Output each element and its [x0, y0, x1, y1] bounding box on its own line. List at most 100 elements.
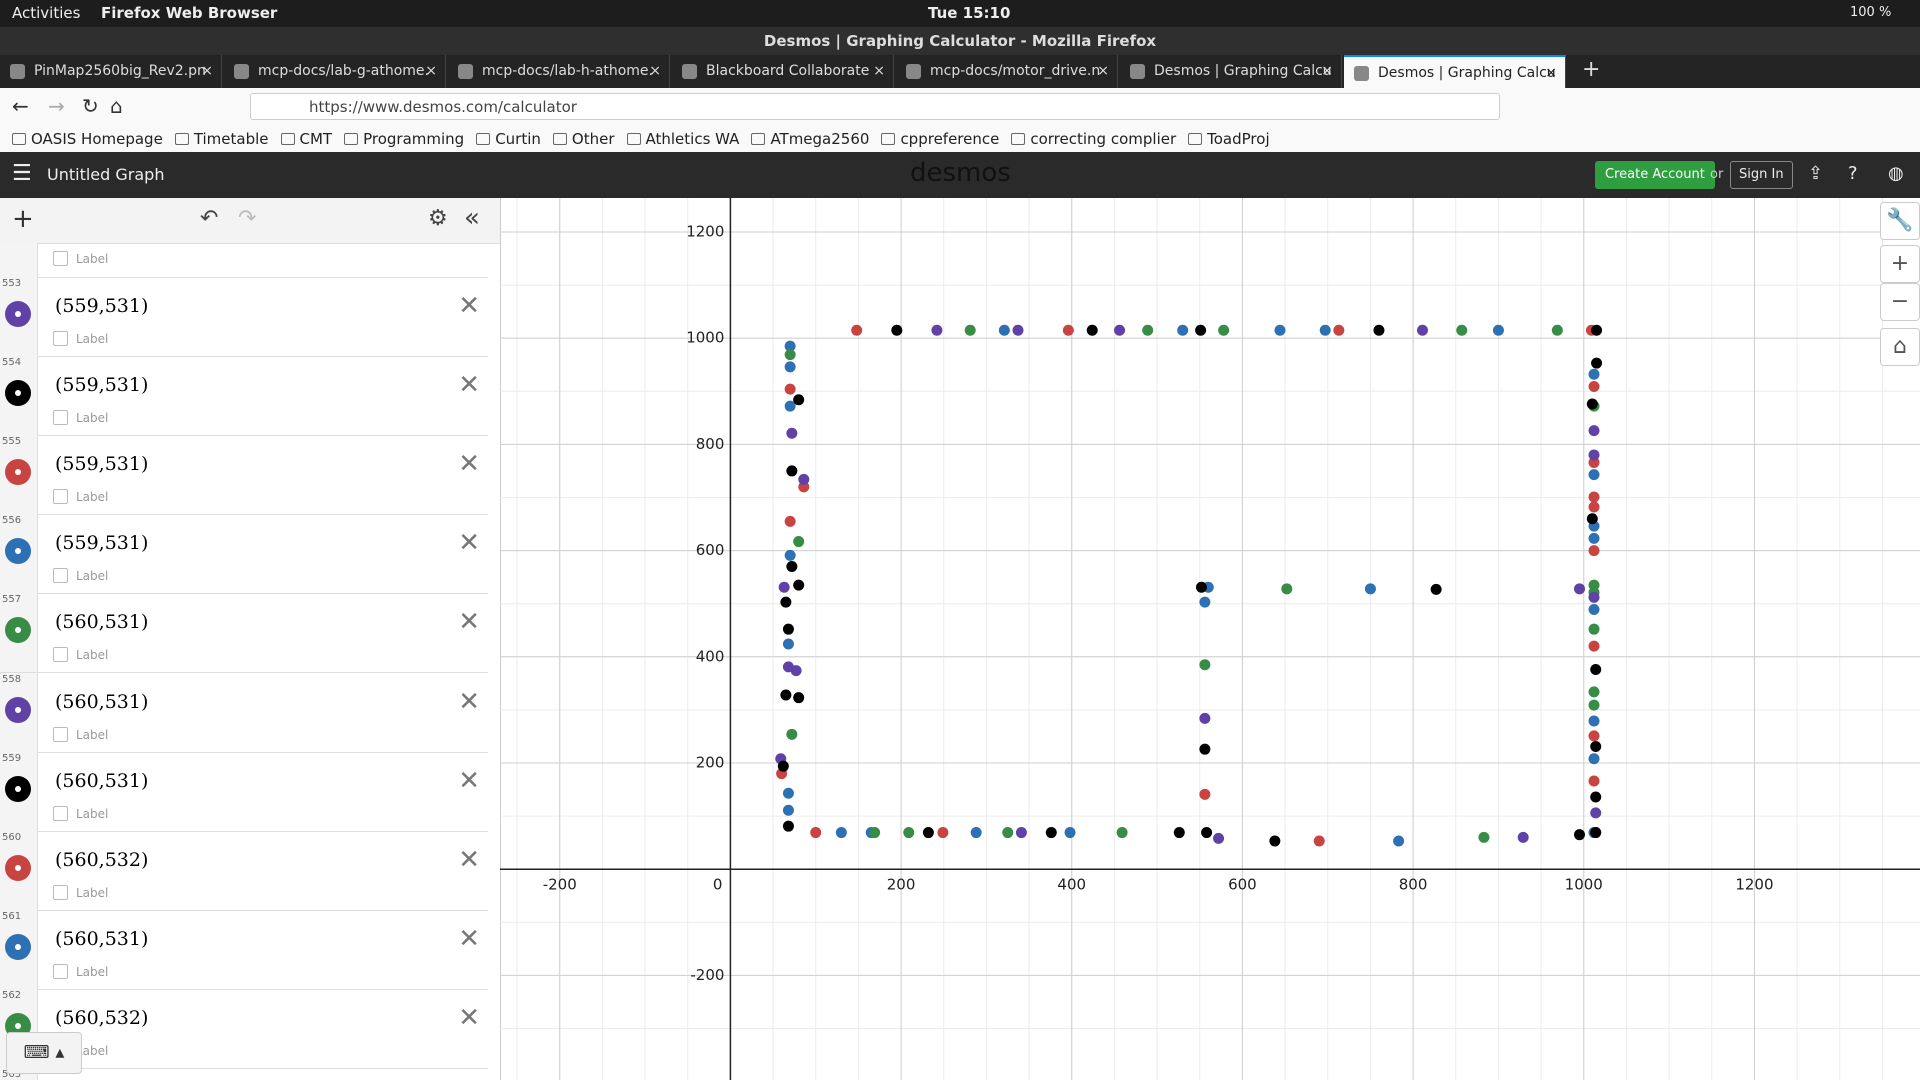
tab-close[interactable]: ×	[425, 63, 437, 79]
tab[interactable]: Desmos | Graphing Calcu ×	[1344, 55, 1566, 88]
tab-close[interactable]: ×	[649, 63, 661, 79]
delete-button[interactable]: ✕	[458, 923, 480, 954]
tab-close[interactable]: ×	[201, 63, 213, 79]
forward-button[interactable]: →	[48, 94, 65, 118]
battery[interactable]: 100 %	[1850, 5, 1892, 20]
settings-button[interactable]: ⚙	[428, 206, 448, 231]
bookmark[interactable]: CMT	[281, 126, 333, 152]
graph-title[interactable]: Untitled Graph	[47, 165, 165, 184]
language-button[interactable]: ◍	[1888, 163, 1904, 184]
expression-text[interactable]: (560,532)	[55, 1006, 149, 1029]
keyboard-button[interactable]: ⌨ ▴	[6, 1032, 82, 1074]
bookmark[interactable]: Athletics WA	[627, 126, 740, 152]
tab[interactable]: mcp-docs/motor_drive.n ×	[896, 55, 1118, 88]
bookmark[interactable]: correcting complier	[1011, 126, 1176, 152]
back-button[interactable]: ←	[12, 94, 29, 118]
bookmark[interactable]: Timetable	[175, 126, 269, 152]
expression-text[interactable]: (560,531)	[55, 611, 149, 634]
delete-button[interactable]: ✕	[458, 765, 480, 796]
color-swatch[interactable]	[5, 775, 31, 802]
color-swatch[interactable]	[5, 696, 31, 723]
bookmark[interactable]: Programming	[344, 126, 464, 152]
label-checkbox[interactable]: Label	[53, 885, 108, 900]
expression[interactable]: 560 (560,532) Label ✕	[0, 830, 488, 911]
expression[interactable]: 555 (559,531) Label ✕	[0, 435, 488, 516]
zoom-out-button[interactable]: −	[1880, 283, 1920, 321]
delete-button[interactable]: ✕	[458, 844, 480, 875]
tab[interactable]: Desmos | Graphing Calcu ×	[1120, 55, 1342, 88]
color-swatch[interactable]	[5, 301, 31, 327]
bookmark[interactable]: OASIS Homepage	[12, 126, 163, 152]
expression[interactable]: 553 (559,531) Label ✕	[0, 277, 488, 357]
label-checkbox[interactable]: Label	[53, 1043, 108, 1058]
label-checkbox[interactable]: Label	[53, 727, 108, 742]
delete-button[interactable]: ✕	[458, 291, 480, 321]
reload-button[interactable]: ↻	[82, 94, 99, 118]
expression-text[interactable]: (560,531)	[55, 927, 149, 950]
color-swatch[interactable]	[5, 854, 31, 881]
delete-button[interactable]: ✕	[458, 449, 480, 480]
expression-text[interactable]: (559,531)	[55, 374, 149, 397]
create-account-button[interactable]: Create Account	[1595, 161, 1715, 189]
delete-button[interactable]: ✕	[458, 607, 480, 638]
bookmark[interactable]: Curtin	[476, 126, 541, 152]
home-button[interactable]: ⌂	[110, 94, 123, 118]
delete-button[interactable]: ✕	[458, 370, 480, 401]
expression-text[interactable]: (559,531)	[55, 295, 149, 317]
label-checkbox[interactable]: Label	[53, 251, 108, 266]
share-button[interactable]: ⇪	[1808, 163, 1824, 184]
expression[interactable]: 558 (560,531) Label ✕	[0, 672, 488, 753]
bookmark[interactable]: ToadProj	[1188, 126, 1269, 152]
label-checkbox[interactable]: Label	[53, 331, 108, 346]
redo-button[interactable]: ↷	[238, 206, 257, 231]
label-checkbox[interactable]: Label	[53, 489, 108, 504]
color-swatch[interactable]	[5, 459, 31, 486]
app-menu[interactable]: Firefox Web Browser	[101, 4, 278, 22]
expression[interactable]: 557 (560,531) Label ✕	[0, 593, 488, 674]
tab[interactable]: mcp-docs/lab-h-athome. ×	[448, 55, 670, 88]
clock[interactable]: Tue 15:10	[928, 4, 1011, 22]
menu-button[interactable]: ☰	[12, 161, 32, 186]
expression[interactable]: 556 (559,531) Label ✕	[0, 514, 488, 595]
label-checkbox[interactable]: Label	[53, 568, 108, 583]
tab[interactable]: PinMap2560big_Rev2.pn ×	[0, 55, 222, 88]
graph-settings-button[interactable]: 🔧	[1880, 202, 1920, 240]
expression-text[interactable]: (559,531)	[55, 532, 149, 555]
delete-button[interactable]: ✕	[458, 1002, 480, 1033]
label-checkbox[interactable]: Label	[53, 647, 108, 662]
undo-button[interactable]: ↶	[200, 206, 219, 231]
url-bar[interactable]: https://www.desmos.com/calculator	[250, 93, 1500, 120]
bookmark[interactable]: cppreference	[881, 126, 999, 152]
color-swatch[interactable]	[5, 380, 31, 407]
new-tab-button[interactable]: +	[1582, 57, 1601, 82]
add-button[interactable]: +	[12, 204, 34, 234]
bookmark[interactable]: ATmega2560	[751, 126, 869, 152]
expression[interactable]: 559 (560,531) Label ✕	[0, 751, 488, 832]
color-swatch[interactable]	[5, 617, 31, 644]
home-view-button[interactable]: ⌂	[1880, 328, 1920, 366]
expression-text[interactable]: (559,531)	[55, 453, 149, 476]
expression-text[interactable]: (560,531)	[55, 690, 149, 713]
tab[interactable]: Blackboard Collaborate ×	[672, 55, 894, 88]
expression[interactable]: 554 (559,531) Label ✕	[0, 356, 488, 437]
activities[interactable]: Activities	[12, 4, 81, 22]
color-swatch[interactable]	[5, 538, 31, 565]
expression-text[interactable]: (560,532)	[55, 848, 149, 871]
delete-button[interactable]: ✕	[458, 528, 480, 559]
help-button[interactable]: ?	[1848, 163, 1858, 184]
label-checkbox[interactable]: Label	[53, 806, 108, 821]
collapse-button[interactable]: «	[464, 203, 480, 233]
tab-close[interactable]: ×	[873, 63, 885, 79]
tab-close[interactable]: ×	[1545, 65, 1557, 81]
expression-text[interactable]: (560,531)	[55, 769, 149, 792]
delete-button[interactable]: ✕	[458, 686, 480, 717]
sign-in-button[interactable]: Sign In	[1730, 161, 1793, 189]
tab-close[interactable]: ×	[1321, 63, 1333, 79]
zoom-in-button[interactable]: +	[1880, 245, 1920, 283]
label-checkbox[interactable]: Label	[53, 410, 108, 425]
color-swatch[interactable]	[5, 933, 31, 960]
label-checkbox[interactable]: Label	[53, 964, 108, 979]
bookmark[interactable]: Other	[553, 126, 615, 152]
tab-close[interactable]: ×	[1097, 63, 1109, 79]
tab[interactable]: mcp-docs/lab-g-athome. ×	[224, 55, 446, 88]
